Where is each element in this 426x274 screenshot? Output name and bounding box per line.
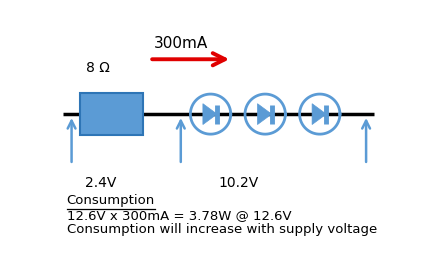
Text: 10.2V: 10.2V <box>219 176 259 190</box>
Text: 12.6V x 300mA = 3.78W @ 12.6V: 12.6V x 300mA = 3.78W @ 12.6V <box>66 209 291 222</box>
Bar <box>80 93 142 135</box>
Text: Consumption: Consumption <box>66 194 155 207</box>
Text: 2.4V: 2.4V <box>85 176 116 190</box>
Polygon shape <box>202 104 216 124</box>
Polygon shape <box>311 104 325 124</box>
Text: Consumption will increase with supply voltage: Consumption will increase with supply vo… <box>66 223 376 236</box>
Text: 300mA: 300mA <box>153 36 207 51</box>
Polygon shape <box>257 104 271 124</box>
Text: 8 Ω: 8 Ω <box>86 61 110 75</box>
